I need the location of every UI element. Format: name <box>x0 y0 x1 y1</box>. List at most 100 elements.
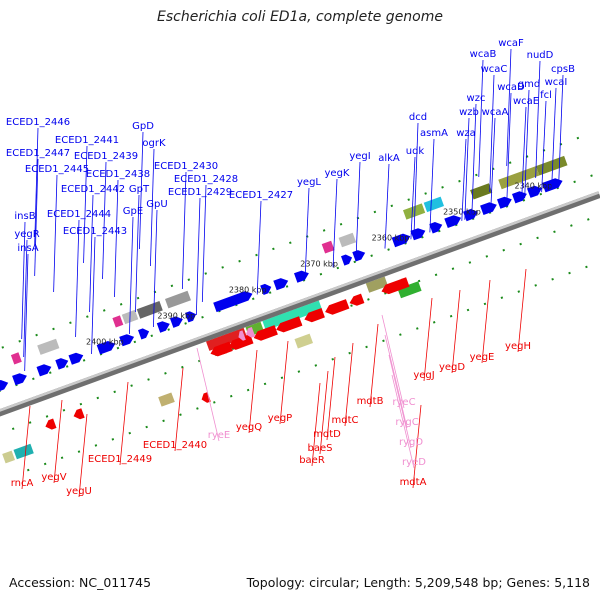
tick-row-outer-reverse <box>196 407 199 410</box>
gene-features <box>0 178 563 430</box>
leader-line <box>388 354 412 449</box>
forward-gene-arrow <box>410 228 426 241</box>
leader-line <box>413 122 419 239</box>
forward-gene-label: ECED1_2441 <box>55 135 119 146</box>
reverse-gene-label: yegQ <box>236 422 262 433</box>
tick-row-forward <box>235 303 238 307</box>
forward-gene-label: nudD <box>527 50 554 61</box>
scale-label: 2400 kbp <box>86 337 124 346</box>
tick-row-outer-forward <box>204 272 208 275</box>
tick-row-reverse <box>181 365 184 369</box>
tick-row-outer-reverse <box>483 302 487 306</box>
forward-gene-label: yegI <box>349 151 370 162</box>
reverse-gene-label: baeS <box>308 443 333 454</box>
forward-gene-arrow <box>463 209 478 222</box>
rna-gene-label: rygC <box>395 417 418 428</box>
tick-row-forward <box>218 309 221 313</box>
tick-row-forward <box>505 205 509 208</box>
leader-line <box>535 60 541 179</box>
rna-gene-label: ryeC <box>392 397 415 408</box>
leader-line <box>558 74 564 187</box>
forward-gene-label: GpT <box>129 184 150 195</box>
tick-row-outer-forward <box>187 278 191 281</box>
tick-row-outer-reverse <box>94 444 98 447</box>
tick-row-outer-forward <box>86 315 89 318</box>
tick-row-outer-forward <box>52 327 55 331</box>
tick-row-outer-reverse <box>348 351 351 355</box>
tick-row-outer-forward <box>373 210 377 214</box>
forward-gene-arrow <box>68 352 84 365</box>
cog-block <box>321 240 335 254</box>
tick-row-outer-forward <box>475 173 478 177</box>
tick-row-reverse <box>587 218 590 221</box>
forward-gene-label: udk <box>406 146 425 157</box>
forward-gene-label: wcaF <box>498 38 524 49</box>
tick-row-outer-reverse <box>111 438 115 441</box>
tick-row-reverse <box>536 236 539 240</box>
cog-block <box>535 155 568 176</box>
tick-row-outer-forward <box>238 259 241 263</box>
tick-row-reverse <box>451 267 455 270</box>
leader-line <box>412 404 422 489</box>
tick-row-outer-reverse <box>246 388 250 392</box>
gene-bands <box>0 136 593 472</box>
forward-gene-arrow <box>55 358 69 370</box>
reverse-gene-label: ECED1_2440 <box>143 440 207 451</box>
tick-row-outer-forward <box>170 284 174 288</box>
forward-gene-arrow <box>542 178 563 193</box>
tick-row-reverse <box>28 421 32 424</box>
forward-gene-label: ECED1_2444 <box>47 209 111 220</box>
forward-gene-arrow <box>36 364 52 377</box>
forward-gene-arrow <box>294 270 309 283</box>
cog-block <box>165 290 191 309</box>
forward-gene-label: ECED1_2430 <box>154 161 218 172</box>
reverse-gene-label: mdtB <box>357 396 384 407</box>
tick-row-reverse <box>96 396 100 400</box>
forward-gene-label: wcaA <box>482 107 509 118</box>
tick-row-outer-reverse <box>517 290 521 293</box>
forward-gene-arrow <box>512 191 527 204</box>
tick-row-forward <box>573 180 576 184</box>
forward-gene-label: ECED1_2443 <box>63 226 127 237</box>
cog-block <box>470 183 493 200</box>
leader-line <box>53 174 58 293</box>
leader-line <box>201 184 207 303</box>
tick-row-outer-forward <box>1 346 5 349</box>
leader-line <box>410 156 416 240</box>
tick-row-reverse <box>468 261 472 264</box>
forward-gene-label: cpsB <box>551 64 575 75</box>
leader-line <box>423 297 433 382</box>
forward-gene-arrow <box>0 380 9 391</box>
reverse-gene-arrow <box>398 277 410 289</box>
leader-line <box>78 413 88 498</box>
tick-row-forward <box>539 192 543 196</box>
forward-gene-label: ECED1_2445 <box>25 164 89 175</box>
reverse-gene-label: yegJ <box>413 370 434 381</box>
tick-row-outer-forward <box>289 241 292 245</box>
forward-gene-arrow <box>170 316 183 328</box>
reverse-gene-label: yegD <box>439 362 465 373</box>
tick-row-outer-reverse <box>128 431 132 435</box>
forward-gene-label: wza <box>456 128 476 139</box>
leader-line <box>21 221 26 340</box>
tick-row-forward <box>116 346 120 350</box>
forward-gene-label: yegR <box>14 229 39 240</box>
forward-gene-label: GpD <box>132 121 154 132</box>
leader-line <box>195 197 201 316</box>
reverse-gene-label: mdtA <box>400 477 427 488</box>
cog-block <box>423 196 444 213</box>
leader-line <box>304 187 310 278</box>
leader-line <box>481 279 491 364</box>
scale-label: 2360 kbp <box>372 233 410 242</box>
leader-line <box>181 171 187 290</box>
leader-line <box>541 100 547 193</box>
forward-gene-arrow <box>352 250 366 262</box>
forward-gene-label: yegK <box>325 168 350 179</box>
tick-row-forward <box>48 371 52 374</box>
leader-line <box>489 74 495 193</box>
tick-row-outer-reverse <box>585 265 588 269</box>
tick-row-outer-reverse <box>568 271 571 275</box>
label-leader-lines <box>21 48 564 498</box>
rna-gene-label: rygD <box>399 437 423 448</box>
